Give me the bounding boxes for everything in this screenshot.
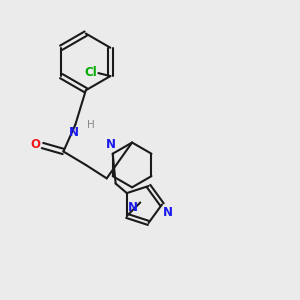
Text: N: N (69, 126, 79, 139)
Text: Cl: Cl (84, 66, 97, 79)
Text: N: N (128, 200, 138, 214)
Text: H: H (87, 120, 95, 130)
Text: O: O (31, 138, 41, 151)
Text: N: N (163, 206, 173, 219)
Text: N: N (106, 138, 116, 151)
